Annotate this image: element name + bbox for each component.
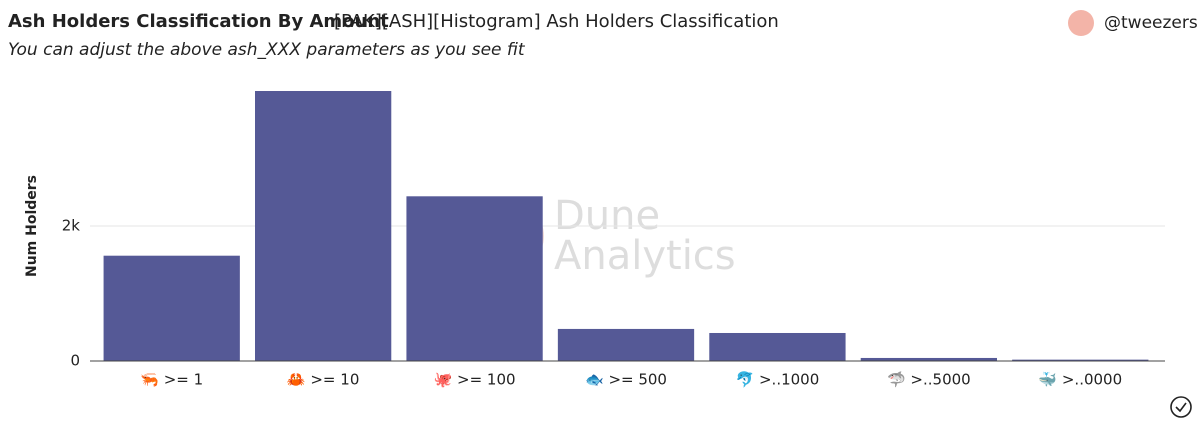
author-avatar [1068,10,1094,36]
x-tick-label: 🐟 >= 500 [585,371,667,389]
bar [255,91,392,361]
y-axis-label: Num Holders [24,175,40,277]
chart-subtitle: [PAK][ASH][Histogram] Ash Holders Classi… [334,11,779,32]
x-tick-label: 🦀 >= 10 [287,371,359,389]
chart-description: You can adjust the above ash_XXX paramet… [8,40,526,60]
x-tick-label: 🐳 >..0000 [1038,371,1122,389]
bar [406,196,543,361]
y-tick-label: 2k [62,217,81,235]
bar [557,328,695,361]
watermark: Dune [554,193,660,239]
bar [709,332,846,361]
x-tick-label: 🦐 >= 1 [140,371,203,389]
bar [860,357,997,361]
x-tick-label: 🦈 >..5000 [887,371,971,389]
bar [1012,359,1149,361]
x-tick-label: 🐙 >= 100 [434,371,516,389]
chart-title: Ash Holders Classification By Amount [8,11,389,32]
check-icon[interactable] [1170,396,1192,418]
watermark: Analytics [554,233,736,279]
author[interactable]: @tweezers [1104,13,1198,33]
bar [103,255,240,361]
x-tick-label: 🐬 >..1000 [736,370,820,389]
y-tick-label: 0 [70,352,80,370]
